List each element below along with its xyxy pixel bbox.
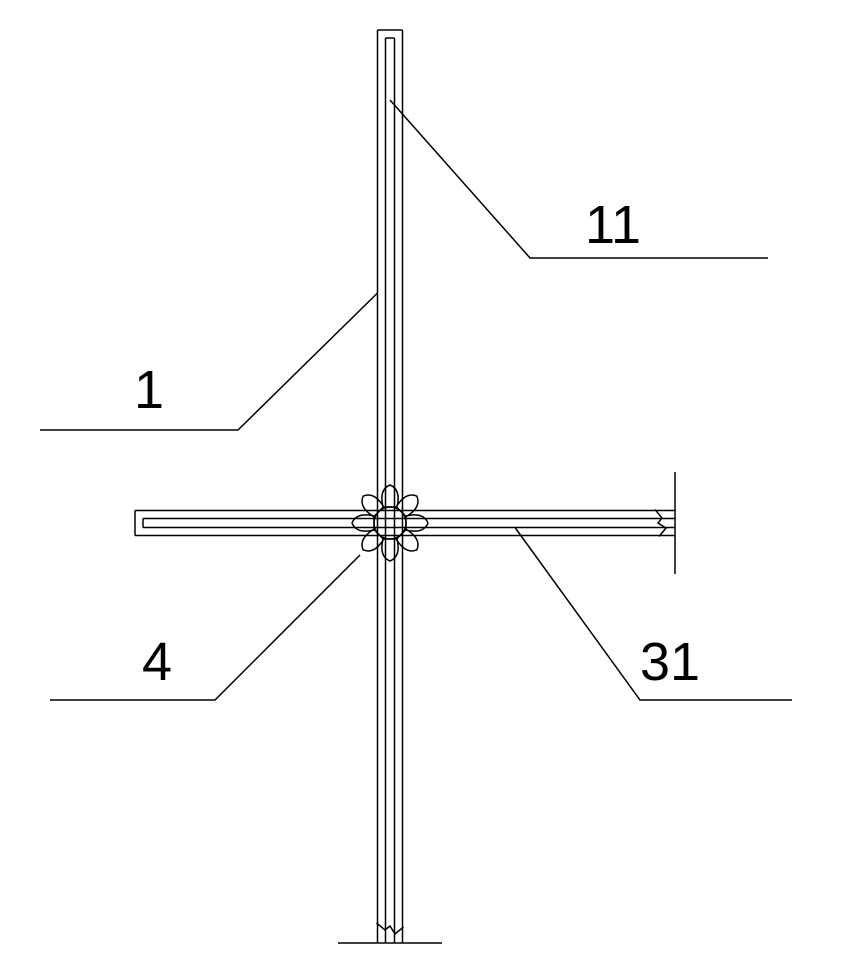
label-4-text: 4 [142,632,172,692]
label-1: 1 [40,293,378,430]
horizontal-bar [135,472,675,574]
center-flower [352,485,428,561]
label-4: 4 [50,555,360,700]
label-31-text: 31 [640,632,700,692]
diagram-svg: 111431 [0,0,847,964]
leader-lines: 111431 [40,100,792,700]
vertical-bar [338,30,442,943]
label-11-text: 11 [585,195,641,255]
label-1-text: 1 [134,360,164,420]
label-31: 31 [515,528,792,701]
label-11: 11 [390,100,768,258]
